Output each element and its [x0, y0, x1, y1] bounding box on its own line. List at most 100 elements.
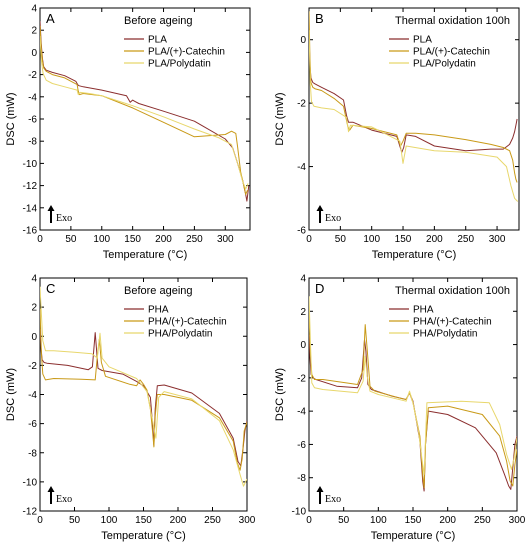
dsc-panel-b: 0 50 100 150 200 250 300 0 -2 -4 -6 Temperature (°C… [274, 7, 520, 261]
plot-frame [308, 7, 520, 231]
y-axis-label: DSC (mW) [274, 92, 286, 145]
legend-entry: PLA [413, 35, 432, 46]
legend-entry: PLA/(+)-Catechin [148, 47, 225, 58]
legend-entry: PHA/Polydatin [413, 329, 477, 340]
exo-arrow-icon [316, 205, 324, 211]
legend-entry: PHA/Polydatin [148, 329, 212, 340]
x-tick-label: 300 [217, 234, 234, 245]
y-tick-label: -14 [23, 203, 38, 214]
x-tick-label: 100 [93, 234, 110, 245]
y-axis-label: DSC (mW) [5, 92, 17, 145]
legend-entry: PHA/(+)-Catechin [413, 317, 492, 328]
y-tick-label: -4 [297, 407, 306, 418]
exo-arrow-icon [316, 486, 324, 492]
panel-title: Thermal oxidation 100h [395, 285, 510, 297]
series-line-pla-polydatin [40, 35, 249, 190]
x-tick-label: 250 [457, 234, 474, 245]
exo-arrow-icon [47, 205, 55, 211]
dsc-panel-a: 0 50 100 150 200 250 300 4 2 0 -2 -4 -6 -8 -10 -12 -14 -1… [5, 4, 251, 261]
x-axis-label: Temperature (°C) [372, 249, 456, 261]
y-tick-label: 2 [300, 307, 306, 318]
x-tick-label: 200 [426, 234, 443, 245]
exo-annotation: Exo [56, 213, 72, 224]
y-tick-label: 2 [31, 303, 37, 314]
y-axis-label: DSC (mW) [274, 368, 286, 421]
y-tick-label: -8 [28, 137, 37, 148]
x-tick-label: 300 [489, 234, 506, 245]
legend-entry: PLA [148, 35, 167, 46]
y-tick-label: -10 [23, 159, 38, 170]
y-tick-label: -12 [23, 181, 38, 192]
y-axis-label: DSC (mW) [5, 368, 17, 421]
exo-annotation: Exo [56, 494, 72, 505]
legend-entry: PLA/(+)-Catechin [413, 47, 490, 58]
x-tick-label: 150 [124, 234, 141, 245]
x-tick-label: 100 [370, 515, 387, 526]
y-tick-label: -10 [292, 507, 307, 518]
x-axis-label: Temperature (°C) [101, 530, 185, 542]
series-line-pha-polydatin [309, 296, 517, 475]
y-tick-label: -6 [297, 226, 306, 237]
series-group [309, 296, 517, 492]
x-axis-label: Temperature (°C) [103, 249, 187, 261]
legend-entry: PHA/(+)-Catechin [148, 317, 227, 328]
x-tick-label: 150 [405, 515, 422, 526]
series-line-pha [309, 334, 517, 492]
x-tick-label: 200 [155, 234, 172, 245]
y-tick-label: 4 [31, 274, 37, 285]
plot-frame [39, 7, 251, 231]
legend-entry: PHA [148, 305, 169, 316]
y-tick-label: 0 [300, 35, 306, 46]
x-tick-label: 0 [306, 234, 312, 245]
series-line-pha-catechin [40, 308, 247, 471]
x-tick-label: 0 [306, 515, 312, 526]
y-tick-label: -12 [23, 507, 38, 518]
panel-letter: D [315, 281, 324, 296]
y-tick-label: 4 [300, 274, 306, 285]
x-tick-label: 100 [363, 234, 380, 245]
series-line-pha-polydatin [40, 286, 247, 487]
series-group [40, 21, 250, 202]
y-tick-label: -4 [297, 162, 306, 173]
panel-title: Thermal oxidation 100h [395, 15, 510, 27]
series-group [309, 11, 519, 202]
x-tick-label: 150 [395, 234, 412, 245]
panel-title: Before ageing [124, 15, 193, 27]
series-line-pha [40, 328, 247, 467]
y-tick-label: 2 [31, 26, 37, 37]
y-tick-label: 0 [300, 340, 306, 351]
panel-title: Before ageing [124, 285, 193, 297]
y-tick-label: -2 [28, 70, 37, 81]
panel-letter: B [315, 11, 324, 26]
x-tick-label: 50 [335, 234, 347, 245]
dsc-panel-c: 0 50 100 150 200 250 300 4 2 0 -2 -4 -6 -8 -10 -12 Tempe… [5, 274, 256, 543]
legend-entry: PHA [413, 305, 434, 316]
x-tick-label: 50 [65, 234, 77, 245]
series-line-pla [309, 33, 518, 153]
x-tick-label: 300 [509, 515, 526, 526]
x-tick-label: 300 [239, 515, 256, 526]
y-tick-label: 4 [31, 4, 37, 15]
y-tick-label: -6 [297, 440, 306, 451]
series-line-pla-polydatin [309, 30, 519, 202]
x-tick-label: 0 [37, 234, 43, 245]
exo-arrow-icon [47, 486, 55, 492]
x-tick-label: 250 [186, 234, 203, 245]
y-tick-label: 0 [31, 48, 37, 59]
legend-entry: PLA/Polydatin [148, 59, 211, 70]
y-tick-label: -8 [28, 448, 37, 459]
y-tick-label: -8 [297, 473, 306, 484]
panel-letter: C [46, 281, 55, 296]
plot-frame [39, 277, 248, 512]
x-axis-label: Temperature (°C) [371, 530, 455, 542]
y-tick-label: -4 [28, 92, 37, 103]
x-tick-label: 250 [474, 515, 491, 526]
y-tick-label: -10 [23, 477, 38, 488]
dsc-panel-d: 0 50 100 150 200 250 300 4 2 0 -2 -4 -6 -8 -10 Temperat… [274, 274, 526, 543]
x-tick-label: 0 [37, 515, 43, 526]
x-tick-label: 200 [170, 515, 187, 526]
y-tick-label: -6 [28, 419, 37, 430]
y-tick-label: 0 [31, 332, 37, 343]
legend-entry: PLA/Polydatin [413, 59, 476, 70]
